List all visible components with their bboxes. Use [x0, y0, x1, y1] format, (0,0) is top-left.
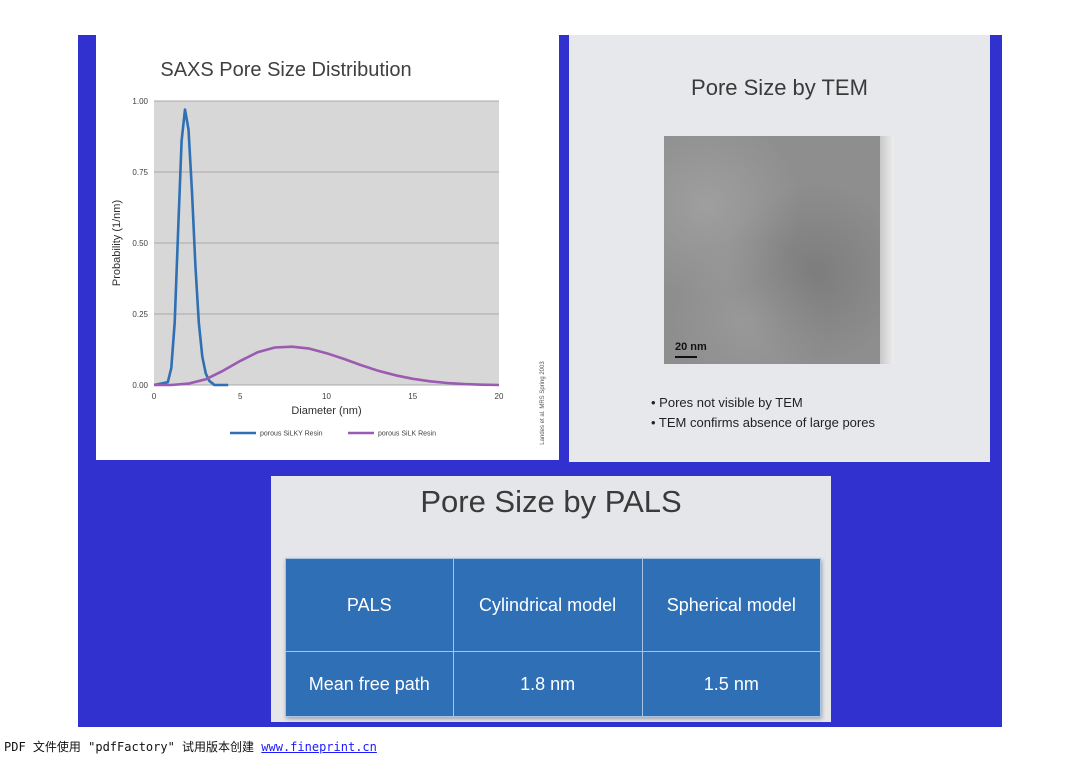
tem-panel: Pore Size by TEM 20 nm • Pores not visib…: [569, 35, 990, 462]
y-tick-label: 1.00: [132, 97, 148, 106]
table-cell: Mean free path: [285, 651, 454, 717]
footer-link[interactable]: www.fineprint.cn: [261, 740, 377, 754]
x-tick-label: 15: [408, 392, 417, 401]
series-line-2: [154, 345, 500, 387]
footer-text: PDF 文件使用 "pdfFactory" 试用版本创建: [4, 740, 262, 754]
bullet-item: • TEM confirms absence of large pores: [651, 415, 875, 430]
gridlines: [154, 100, 499, 386]
series-layer: [153, 108, 500, 387]
x-tick-label: 20: [495, 392, 504, 401]
header-cell: Cylindrical model: [452, 558, 643, 652]
table-cell: 1.8 nm: [452, 651, 643, 717]
table-cell: 1.5 nm: [641, 651, 822, 717]
saxs-chart: 0.00 0.25 0.50 0.75 1.00 0 5 10 15 20 Diameter (n…: [111, 97, 546, 445]
x-axis-label: Diameter (nm): [291, 405, 361, 417]
y-tick-label: 0.50: [132, 239, 148, 248]
x-tick-label: 5: [238, 392, 243, 401]
footer-watermark: PDF 文件使用 "pdfFactory" 试用版本创建 www.finepri…: [4, 738, 377, 755]
chart-title: SAXS Pore Size Distribution: [160, 59, 412, 81]
tem-bullet-list: • Pores not visible by TEM • TEM confirm…: [651, 393, 875, 433]
bullet-item: • Pores not visible by TEM: [651, 395, 803, 410]
x-tick-label: 10: [322, 392, 331, 401]
y-axis-label: Probability (1/nm): [111, 200, 123, 286]
legend: porous SiLKY Resin porous SiLK Resin: [230, 431, 436, 438]
legend-label: porous SiLKY Resin: [260, 431, 323, 438]
tem-micrograph: [664, 136, 880, 364]
y-tick-label: 0.75: [132, 168, 148, 177]
table-header-row: PALS Cylindrical model Spherical model: [285, 558, 822, 652]
pals-panel: Pore Size by PALS PALS Cylindrical model…: [271, 476, 831, 722]
saxs-chart-panel: SAXS Pore Size Distribution 0.00 0.25 0.50…: [96, 35, 559, 460]
table-row: Mean free path 1.8 nm 1.5 nm: [285, 651, 822, 717]
credit-text: Landes et al. MRS Spring 2003: [540, 361, 546, 445]
x-tick-label: 0: [152, 392, 157, 401]
pals-title: Pore Size by PALS: [420, 484, 682, 519]
pals-table: PALS Cylindrical model Spherical model M…: [285, 558, 822, 717]
scale-bar: [675, 356, 697, 358]
y-tick-label: 0.25: [132, 310, 148, 319]
tem-title: Pore Size by TEM: [691, 75, 868, 100]
tem-image-edge: [880, 136, 894, 364]
header-cell: Spherical model: [641, 558, 822, 652]
header-cell: PALS: [285, 558, 454, 652]
scale-bar-label: 20 nm: [675, 341, 707, 353]
y-tick-label: 0.00: [132, 381, 148, 390]
tick-labels: 0.00 0.25 0.50 0.75 1.00 0 5 10 15 20: [132, 97, 504, 401]
legend-label: porous SiLK Resin: [378, 431, 436, 438]
